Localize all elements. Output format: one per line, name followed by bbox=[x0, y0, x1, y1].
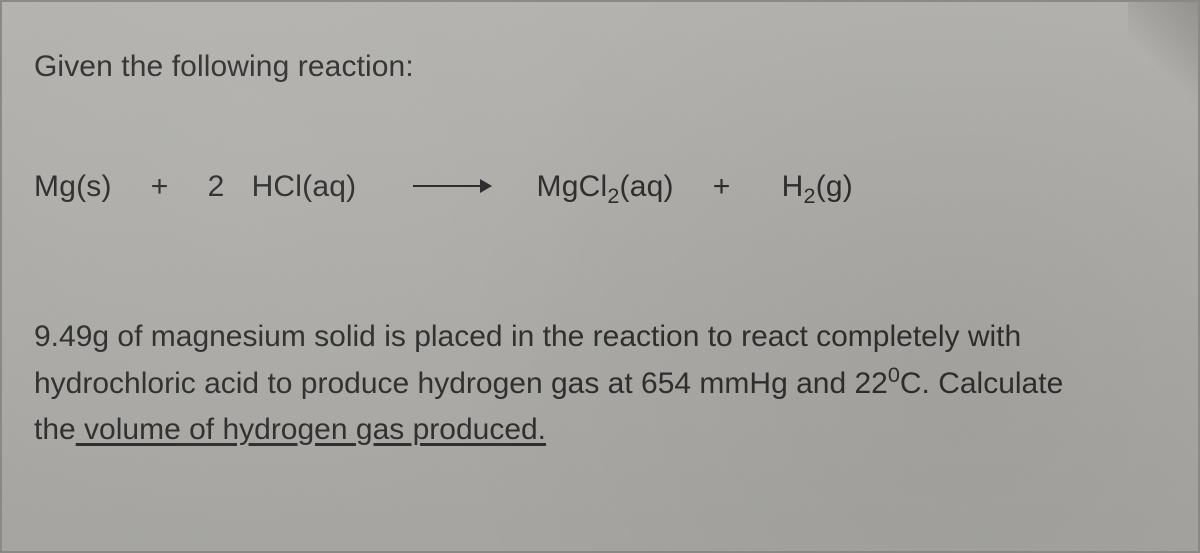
reaction-arrow-icon bbox=[413, 179, 491, 193]
product-h2-b: (g) bbox=[816, 170, 853, 203]
sub-2-b: 2 bbox=[803, 183, 815, 208]
product-mgcl2-a: MgCl bbox=[537, 170, 608, 203]
texture-overlay bbox=[2, 2, 1198, 551]
reactant-mg: Mg(s) bbox=[34, 170, 112, 203]
q-line3-pre: the bbox=[34, 413, 76, 446]
problem-card: Given the following reaction: Mg(s) + 2 … bbox=[0, 0, 1200, 553]
q-line2a: hydrochloric acid to produce hydrogen ga… bbox=[34, 367, 888, 400]
q-line3-underline: volume of hydrogen gas produced. bbox=[76, 413, 546, 446]
plus-1: + bbox=[151, 170, 169, 203]
plus-2: + bbox=[713, 170, 731, 203]
reactant-hcl: HCl(aq) bbox=[252, 170, 357, 203]
product-mgcl2-b: (aq) bbox=[620, 170, 674, 203]
question-text: 9.49g of magnesium solid is placed in th… bbox=[34, 314, 1170, 454]
q-line1: 9.49g of magnesium solid is placed in th… bbox=[34, 320, 1021, 353]
intro-text: Given the following reaction: bbox=[34, 50, 1170, 84]
coeff-2: 2 bbox=[208, 170, 225, 203]
q-line2b: C. Calculate bbox=[900, 367, 1063, 400]
product-h2-a: H bbox=[782, 170, 804, 203]
degree-sup: 0 bbox=[888, 362, 900, 387]
chemical-equation: Mg(s) + 2 HCl(aq) MgCl2(aq) + H2(g) bbox=[34, 170, 1170, 204]
sub-2-a: 2 bbox=[607, 183, 619, 208]
